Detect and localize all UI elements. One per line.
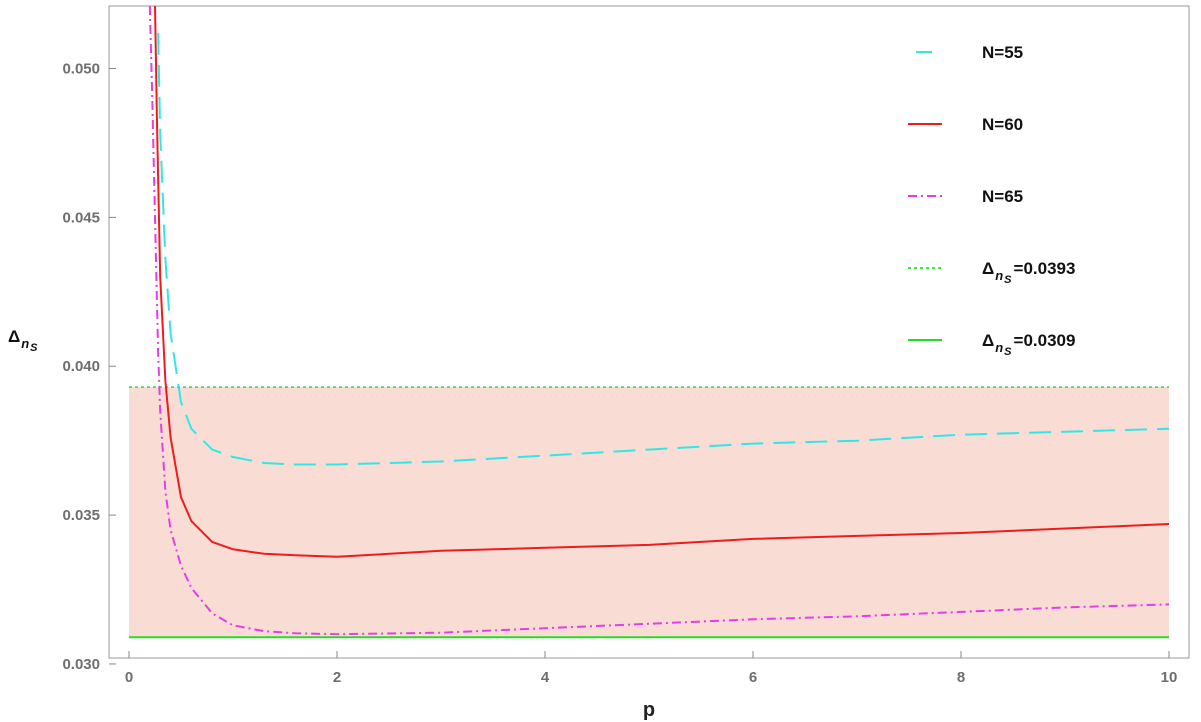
y-tick-label: 0.030 bbox=[62, 656, 100, 673]
legend-label: ΔnS=0.0309 bbox=[982, 331, 1075, 358]
series-layer bbox=[129, 6, 1170, 639]
legend-label: ΔnS=0.0393 bbox=[982, 259, 1075, 286]
legend: N=55 N=60 N=65 ΔnS=0.0393 ΔnS=0.0309 bbox=[908, 43, 1075, 358]
legend-label: N=55 bbox=[982, 43, 1023, 62]
shaded-band bbox=[129, 387, 1169, 638]
series-line-2 bbox=[154, 6, 1170, 558]
x-tick-label: 2 bbox=[333, 669, 341, 686]
series-line-1 bbox=[157, 32, 1170, 466]
y-tick-label: 0.035 bbox=[62, 507, 100, 524]
y-axis-label-text: ΔnS bbox=[8, 327, 38, 354]
series-line-3 bbox=[148, 6, 1170, 636]
y-tick-label: 0.045 bbox=[62, 209, 100, 226]
plot-frame bbox=[108, 5, 1190, 659]
y-tick-label: 0.050 bbox=[62, 61, 100, 78]
y-tick-label: 0.040 bbox=[62, 358, 100, 375]
legend-label: N=60 bbox=[982, 115, 1023, 134]
x-tick-label: 10 bbox=[1161, 669, 1178, 686]
x-tick-label: 8 bbox=[957, 669, 965, 686]
y-axis-label: ΔnS bbox=[8, 327, 38, 354]
ticks-layer: 0 2 4 6 8 10 0.030 0.035 0.040 0.045 0.050 bbox=[62, 61, 1177, 686]
x-tick-label: 0 bbox=[125, 669, 133, 686]
x-tick-label: 6 bbox=[749, 669, 757, 686]
legend-label: N=65 bbox=[982, 187, 1023, 206]
x-axis-label: p bbox=[643, 699, 655, 721]
shaded-band-layer bbox=[129, 387, 1169, 638]
x-tick-label: 4 bbox=[541, 669, 550, 686]
